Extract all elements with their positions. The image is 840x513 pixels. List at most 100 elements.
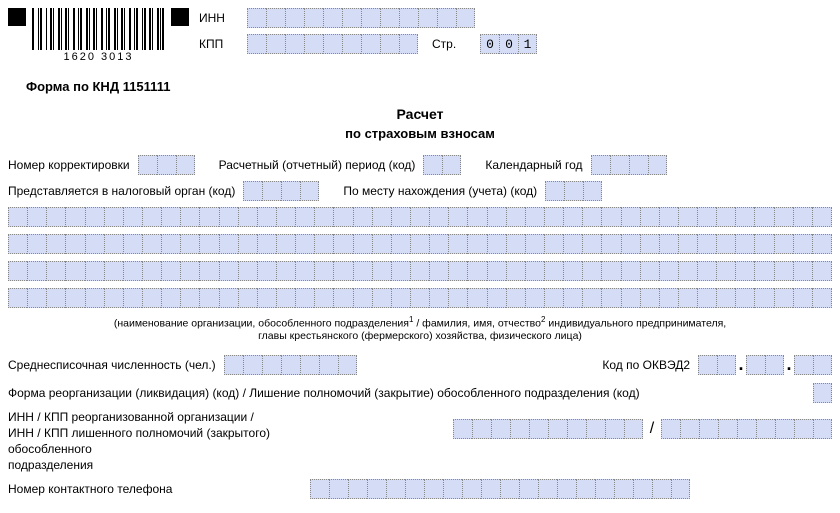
input-cell[interactable] <box>487 207 506 227</box>
input-cell[interactable] <box>765 355 784 375</box>
input-cell[interactable] <box>27 288 46 308</box>
input-cell[interactable] <box>525 261 544 281</box>
input-cell[interactable] <box>85 207 104 227</box>
input-cell[interactable] <box>257 288 276 308</box>
input-cell[interactable] <box>123 288 142 308</box>
input-cell[interactable] <box>629 155 648 175</box>
input-cell[interactable] <box>601 234 620 254</box>
input-cell[interactable] <box>510 419 529 439</box>
input-cell[interactable] <box>582 288 601 308</box>
input-cell[interactable] <box>754 288 773 308</box>
input-cell[interactable] <box>429 234 448 254</box>
input-cell[interactable] <box>276 234 295 254</box>
input-cell[interactable] <box>276 288 295 308</box>
input-cell[interactable] <box>262 355 281 375</box>
input-cell[interactable] <box>342 8 361 28</box>
input-cell[interactable] <box>453 419 472 439</box>
input-cell[interactable] <box>372 288 391 308</box>
input-cell[interactable] <box>219 234 238 254</box>
input-cell[interactable] <box>506 261 525 281</box>
input-cell[interactable] <box>391 288 410 308</box>
input-cell[interactable] <box>372 261 391 281</box>
input-cell[interactable] <box>386 479 405 499</box>
input-cell[interactable] <box>410 261 429 281</box>
input-cell[interactable] <box>544 234 563 254</box>
input-cell[interactable] <box>333 234 352 254</box>
input-cell[interactable] <box>443 479 462 499</box>
input-cell[interactable] <box>161 207 180 227</box>
input-cell[interactable] <box>487 288 506 308</box>
input-cell[interactable] <box>735 207 754 227</box>
input-cell[interactable] <box>812 234 832 254</box>
input-cell[interactable] <box>65 261 84 281</box>
input-cell[interactable] <box>491 419 510 439</box>
input-cell[interactable] <box>300 355 319 375</box>
input-cell[interactable] <box>718 419 737 439</box>
input-cell[interactable] <box>716 288 735 308</box>
input-cell[interactable] <box>329 479 348 499</box>
input-cell[interactable] <box>563 261 582 281</box>
input-cell[interactable] <box>281 181 300 201</box>
input-cell[interactable] <box>361 34 380 54</box>
input-cell[interactable] <box>219 288 238 308</box>
input-cell[interactable] <box>65 288 84 308</box>
avgcount-cells[interactable] <box>224 355 357 375</box>
input-cell[interactable] <box>595 479 614 499</box>
input-cell[interactable] <box>716 234 735 254</box>
input-cell[interactable] <box>640 234 659 254</box>
input-cell[interactable] <box>161 234 180 254</box>
input-cell[interactable] <box>793 288 812 308</box>
input-cell[interactable] <box>281 355 300 375</box>
input-cell[interactable] <box>348 479 367 499</box>
input-cell[interactable] <box>338 355 357 375</box>
input-cell[interactable] <box>472 419 491 439</box>
reorg-inn-cells-b[interactable] <box>661 419 832 439</box>
input-cell[interactable] <box>567 419 586 439</box>
input-cell[interactable] <box>295 234 314 254</box>
input-cell[interactable] <box>735 288 754 308</box>
input-cell[interactable] <box>621 207 640 227</box>
input-cell[interactable] <box>754 261 773 281</box>
input-cell[interactable] <box>342 34 361 54</box>
input-cell[interactable] <box>564 181 583 201</box>
input-cell[interactable] <box>304 8 323 28</box>
input-cell[interactable] <box>544 207 563 227</box>
input-cell[interactable] <box>104 261 123 281</box>
input-cell[interactable] <box>380 8 399 28</box>
input-cell[interactable] <box>697 234 716 254</box>
input-cell[interactable] <box>746 355 765 375</box>
kpp-cells[interactable] <box>247 34 418 54</box>
input-cell[interactable] <box>333 261 352 281</box>
input-cell[interactable] <box>525 288 544 308</box>
input-cell[interactable] <box>142 261 161 281</box>
input-cell[interactable] <box>671 479 690 499</box>
input-cell[interactable] <box>314 234 333 254</box>
input-cell[interactable] <box>697 261 716 281</box>
input-cell[interactable] <box>27 261 46 281</box>
input-cell[interactable] <box>104 288 123 308</box>
input-cell[interactable] <box>418 8 437 28</box>
period-cells[interactable] <box>423 155 461 175</box>
input-cell[interactable] <box>247 34 266 54</box>
input-cell[interactable] <box>813 383 832 403</box>
input-cell[interactable] <box>333 288 352 308</box>
input-cell[interactable] <box>448 234 467 254</box>
input-cell[interactable] <box>813 355 832 375</box>
input-cell[interactable] <box>467 234 486 254</box>
input-cell[interactable] <box>219 261 238 281</box>
reorg-inn-cells-a[interactable] <box>453 419 643 439</box>
input-cell[interactable] <box>529 419 548 439</box>
input-cell[interactable] <box>699 419 718 439</box>
input-cell[interactable] <box>353 288 372 308</box>
input-cell[interactable] <box>399 34 418 54</box>
year-cells[interactable] <box>591 155 667 175</box>
input-cell[interactable] <box>735 234 754 254</box>
input-cell[interactable] <box>794 355 813 375</box>
input-cell[interactable] <box>601 288 620 308</box>
input-cell[interactable] <box>310 479 329 499</box>
input-cell[interactable] <box>8 288 27 308</box>
input-cell[interactable] <box>467 207 486 227</box>
input-cell[interactable] <box>437 8 456 28</box>
input-cell[interactable] <box>46 207 65 227</box>
input-cell[interactable] <box>640 288 659 308</box>
